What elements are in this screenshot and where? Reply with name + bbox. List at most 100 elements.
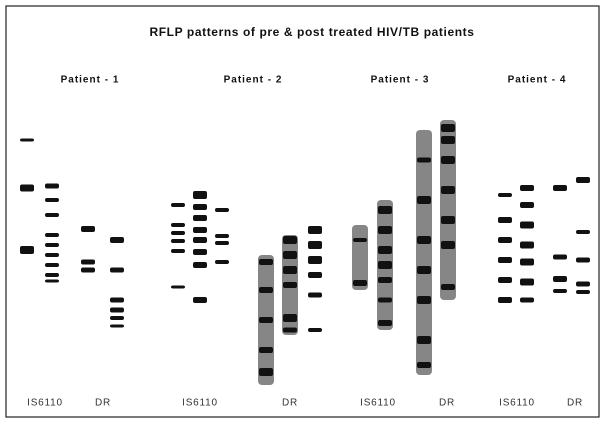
gel-band — [498, 257, 512, 263]
gel-band — [110, 316, 124, 320]
gel-band — [417, 296, 431, 304]
gel-band — [283, 236, 297, 244]
gel-band — [417, 158, 431, 163]
gel-band — [110, 325, 124, 328]
gel-band — [576, 290, 590, 294]
gel-band — [520, 185, 534, 191]
probe-label: IS6110 — [27, 398, 63, 409]
gel-band — [259, 317, 273, 323]
gel-band — [520, 202, 534, 208]
gel-band — [283, 314, 297, 322]
gel-band — [20, 185, 34, 192]
gel-band — [193, 297, 207, 303]
page: RFLP patterns of pre & post treated HIV/… — [0, 0, 606, 423]
gel-band — [45, 273, 59, 277]
gel-band — [308, 256, 322, 264]
patient-label: Patient - 4 — [508, 75, 567, 86]
gel-band — [441, 284, 455, 290]
gel-band — [441, 216, 455, 224]
gel-band — [110, 298, 124, 303]
gel-band — [308, 241, 322, 249]
gel-band — [441, 186, 455, 194]
gel-band — [193, 204, 207, 210]
gel-band — [498, 277, 512, 283]
gel-band — [553, 185, 567, 191]
gel-band — [520, 279, 534, 286]
gel-band — [417, 266, 431, 274]
probe-label: IS6110 — [499, 398, 535, 409]
gel-band — [308, 328, 322, 332]
gel-band — [498, 297, 512, 303]
probe-label: DR — [95, 398, 111, 409]
gel-band — [308, 226, 322, 234]
figure-title: RFLP patterns of pre & post treated HIV/… — [149, 25, 474, 39]
gel-band — [441, 124, 455, 132]
probe-label: DR — [439, 398, 455, 409]
gel-band — [353, 280, 367, 286]
gel-band — [45, 253, 59, 257]
gel-band — [441, 136, 455, 144]
probe-label: IS6110 — [182, 398, 218, 409]
gel-band — [171, 203, 185, 207]
probe-label: DR — [567, 398, 583, 409]
gel-band — [193, 215, 207, 221]
gel-band — [110, 237, 124, 243]
gel-band — [553, 276, 567, 282]
gel-band — [193, 191, 207, 199]
gel-band — [171, 249, 185, 253]
gel-band — [110, 308, 124, 313]
gel-band — [283, 266, 297, 274]
gel-band — [378, 277, 392, 283]
gel-band — [81, 226, 95, 232]
patient-label: Patient - 2 — [224, 75, 283, 86]
probe-label: DR — [282, 398, 298, 409]
gel-band — [283, 282, 297, 288]
gel-band — [193, 237, 207, 243]
gel-band — [171, 239, 185, 243]
gel-band — [215, 234, 229, 238]
gel-band — [441, 241, 455, 249]
gel-band — [378, 206, 392, 214]
gel-band — [110, 268, 124, 273]
gel-band — [45, 233, 59, 237]
gel-band — [378, 246, 392, 254]
gel-band — [20, 139, 34, 142]
gel-band — [215, 241, 229, 245]
gel-band — [193, 262, 207, 268]
gel-band — [576, 258, 590, 263]
gel-band — [20, 246, 34, 254]
gel-band — [259, 368, 273, 376]
gel-band — [283, 251, 297, 259]
gel-band — [576, 230, 590, 234]
gel-band — [171, 231, 185, 235]
gel-band — [81, 260, 95, 265]
gel-band — [520, 298, 534, 303]
gel-band — [520, 222, 534, 229]
gel-band — [45, 184, 59, 189]
gel-smear — [440, 120, 456, 300]
gel-band — [353, 238, 367, 242]
gel-band — [498, 193, 512, 197]
gel-band — [215, 208, 229, 212]
figure-frame — [6, 6, 599, 417]
gel-band — [259, 287, 273, 293]
gel-band — [215, 260, 229, 264]
gel-band — [520, 242, 534, 249]
gel-band — [259, 347, 273, 353]
gel-band — [171, 223, 185, 227]
gel-band — [45, 243, 59, 247]
gel-band — [45, 213, 59, 217]
gel-band — [81, 268, 95, 273]
gel-band — [417, 196, 431, 204]
gel-band — [378, 298, 392, 303]
gel-band — [576, 177, 590, 183]
gel-band — [308, 272, 322, 278]
gel-band — [417, 362, 431, 368]
gel-band — [553, 289, 567, 293]
gel-band — [417, 336, 431, 344]
gel-band — [378, 261, 392, 269]
patient-label: Patient - 1 — [61, 75, 120, 86]
gel-band — [520, 259, 534, 266]
gel-band — [171, 286, 185, 289]
gel-band — [259, 259, 273, 265]
